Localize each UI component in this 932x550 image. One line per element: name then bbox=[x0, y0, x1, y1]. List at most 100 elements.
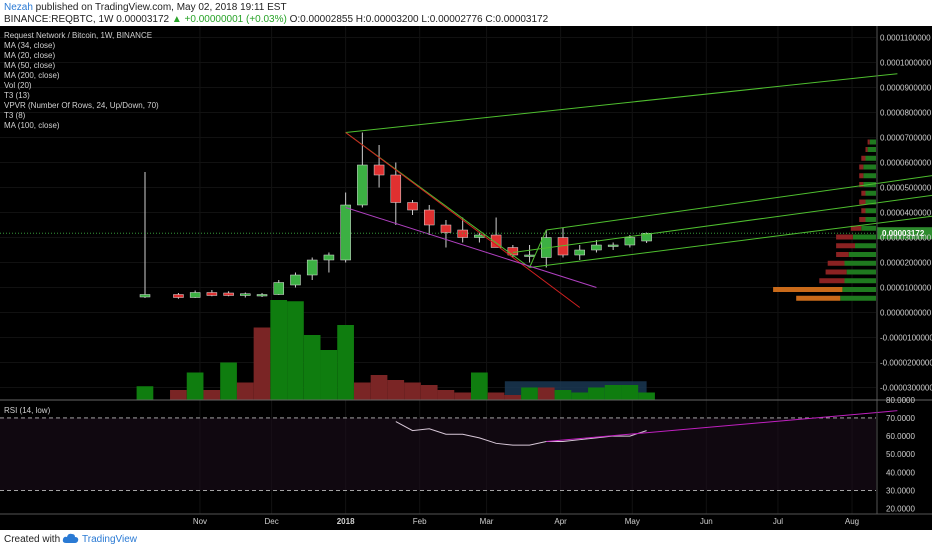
volume-bar bbox=[521, 387, 538, 400]
time-tick-label: Jul bbox=[773, 517, 783, 526]
trendline bbox=[529, 215, 932, 268]
rsi-label: RSI (14, low) bbox=[4, 406, 51, 415]
vpvr-down-row bbox=[859, 164, 864, 170]
vpvr-down-row bbox=[836, 243, 855, 249]
indicator-legend-item: T3 (8) bbox=[4, 111, 26, 120]
candle-body bbox=[574, 249, 585, 256]
chart-svg[interactable]: 0.00003172 RSI (14, low) 0.00011000000.0… bbox=[0, 26, 932, 530]
rsi-tick-label: 20.0000 bbox=[886, 505, 915, 514]
volume-bar bbox=[621, 385, 639, 400]
rsi-tick-label: 40.0000 bbox=[886, 468, 915, 477]
volume-bar bbox=[136, 386, 154, 400]
volume-bar bbox=[404, 382, 421, 400]
author-link[interactable]: Nezah bbox=[4, 2, 33, 13]
vpvr-up-row bbox=[840, 295, 876, 301]
price-tick-label: 0.0000700000 bbox=[880, 134, 932, 143]
vpvr-down-row bbox=[827, 260, 845, 266]
candle-body bbox=[240, 293, 251, 296]
volume-bar bbox=[537, 387, 555, 400]
candle-body bbox=[641, 233, 652, 242]
time-tick-label: May bbox=[625, 517, 640, 526]
vpvr-down-row bbox=[836, 252, 849, 257]
candle-body bbox=[189, 292, 201, 298]
volume-bar bbox=[504, 395, 522, 400]
change-text: ▲ +0.00000001 (+0.03%) bbox=[171, 14, 287, 25]
vpvr-up-row bbox=[865, 208, 876, 214]
volume-bar bbox=[554, 390, 572, 400]
price-tick-label: 0.0000600000 bbox=[880, 159, 932, 168]
volume-bar bbox=[203, 390, 221, 400]
chart-header: Nezah published on TradingView.com, May … bbox=[0, 0, 932, 26]
created-with-text: Created with bbox=[4, 534, 61, 545]
time-tick-label: Dec bbox=[264, 517, 278, 526]
rsi-tick-label: 80.0000 bbox=[886, 396, 915, 405]
price-tick-label: 0.0001100000 bbox=[880, 34, 931, 43]
volume-bar bbox=[471, 372, 488, 400]
vpvr-up-row bbox=[865, 155, 876, 161]
vpvr-down-row bbox=[836, 234, 853, 240]
volume-bar bbox=[220, 362, 237, 400]
vpvr-up-row bbox=[842, 287, 876, 292]
time-tick-label: Jun bbox=[700, 517, 713, 526]
trendlines bbox=[345, 73, 932, 308]
axes: 0.0001100000 0.0001000000 0.0000900000 0.00… bbox=[0, 26, 932, 526]
vpvr-up-row bbox=[855, 243, 876, 249]
price-tick-label: -0.0000100000 bbox=[880, 334, 932, 343]
volume-bar bbox=[571, 392, 589, 400]
vpvr-up-row bbox=[846, 269, 876, 275]
vpvr-down-row bbox=[861, 208, 866, 214]
trendline bbox=[512, 194, 932, 253]
price-tick-label: 0.0000300000 bbox=[880, 234, 932, 243]
candle-body bbox=[524, 254, 535, 257]
indicator-legend-item: VPVR (Number Of Rows, 24, Up/Down, 70) bbox=[4, 101, 159, 110]
vpvr-down-row bbox=[859, 182, 864, 187]
published-text: published on TradingView.com, May 02, 20… bbox=[32, 2, 287, 13]
symbol-text: BINANCE:REQBTC, 1W 0.00003172 bbox=[4, 14, 172, 25]
candle-body bbox=[357, 164, 368, 206]
time-tick-label: Apr bbox=[554, 517, 567, 526]
volume-bar bbox=[270, 300, 288, 400]
candle-body bbox=[290, 274, 301, 286]
chart-area[interactable]: 0.00003172 RSI (14, low) 0.0001100000 0.0… bbox=[0, 26, 932, 530]
vpvr-down-row bbox=[825, 269, 847, 275]
volume-bar bbox=[487, 392, 505, 400]
candlesticks bbox=[139, 132, 652, 299]
vpvr-up-row bbox=[869, 139, 876, 145]
volume-bar bbox=[337, 325, 354, 400]
candle-body bbox=[173, 294, 184, 298]
candle-body bbox=[139, 294, 151, 298]
candle-body bbox=[373, 164, 385, 176]
vpvr-down-row bbox=[859, 199, 866, 205]
volume-bar bbox=[186, 372, 204, 400]
volume-bar bbox=[236, 382, 254, 400]
tradingview-cloud-icon bbox=[62, 533, 79, 543]
tradingview-brand[interactable]: TradingView bbox=[82, 534, 138, 545]
volume-bars bbox=[136, 300, 655, 400]
vpvr-down-row bbox=[859, 217, 866, 222]
chart-title: Request Network / Bitcoin, 1W, BINANCE bbox=[4, 31, 152, 40]
price-tick-label: 0.0000100000 bbox=[880, 284, 932, 293]
price-tick-label: -0.0000300000 bbox=[880, 384, 932, 393]
rsi-band-fill bbox=[0, 417, 876, 491]
candle-body bbox=[390, 174, 402, 203]
volume-bar bbox=[303, 335, 321, 400]
candle-body bbox=[273, 282, 285, 295]
vpvr-up-row bbox=[852, 234, 876, 240]
candle-body bbox=[323, 254, 335, 261]
candle-body bbox=[624, 237, 636, 246]
indicator-legend-item: MA (200, close) bbox=[4, 71, 60, 80]
vpvr-down-row bbox=[850, 225, 862, 231]
volume-bar bbox=[370, 375, 388, 400]
price-tick-label: 0.0000500000 bbox=[880, 184, 932, 193]
candle-body bbox=[507, 247, 519, 256]
rsi-trendline bbox=[546, 410, 898, 442]
price-tick-label: 0.0000800000 bbox=[880, 109, 932, 118]
rsi-line bbox=[395, 421, 647, 446]
candle-body bbox=[423, 209, 435, 226]
vpvr-up-row bbox=[844, 260, 876, 266]
vpvr-down-row bbox=[773, 287, 843, 292]
ohlc-text: O:0.00002855 H:0.00003200 L:0.00002776 C… bbox=[286, 14, 549, 25]
vpvr-down-row bbox=[861, 155, 866, 161]
indicator-legend-item: MA (34, close) bbox=[4, 41, 55, 50]
vpvr-down-row bbox=[819, 278, 845, 284]
